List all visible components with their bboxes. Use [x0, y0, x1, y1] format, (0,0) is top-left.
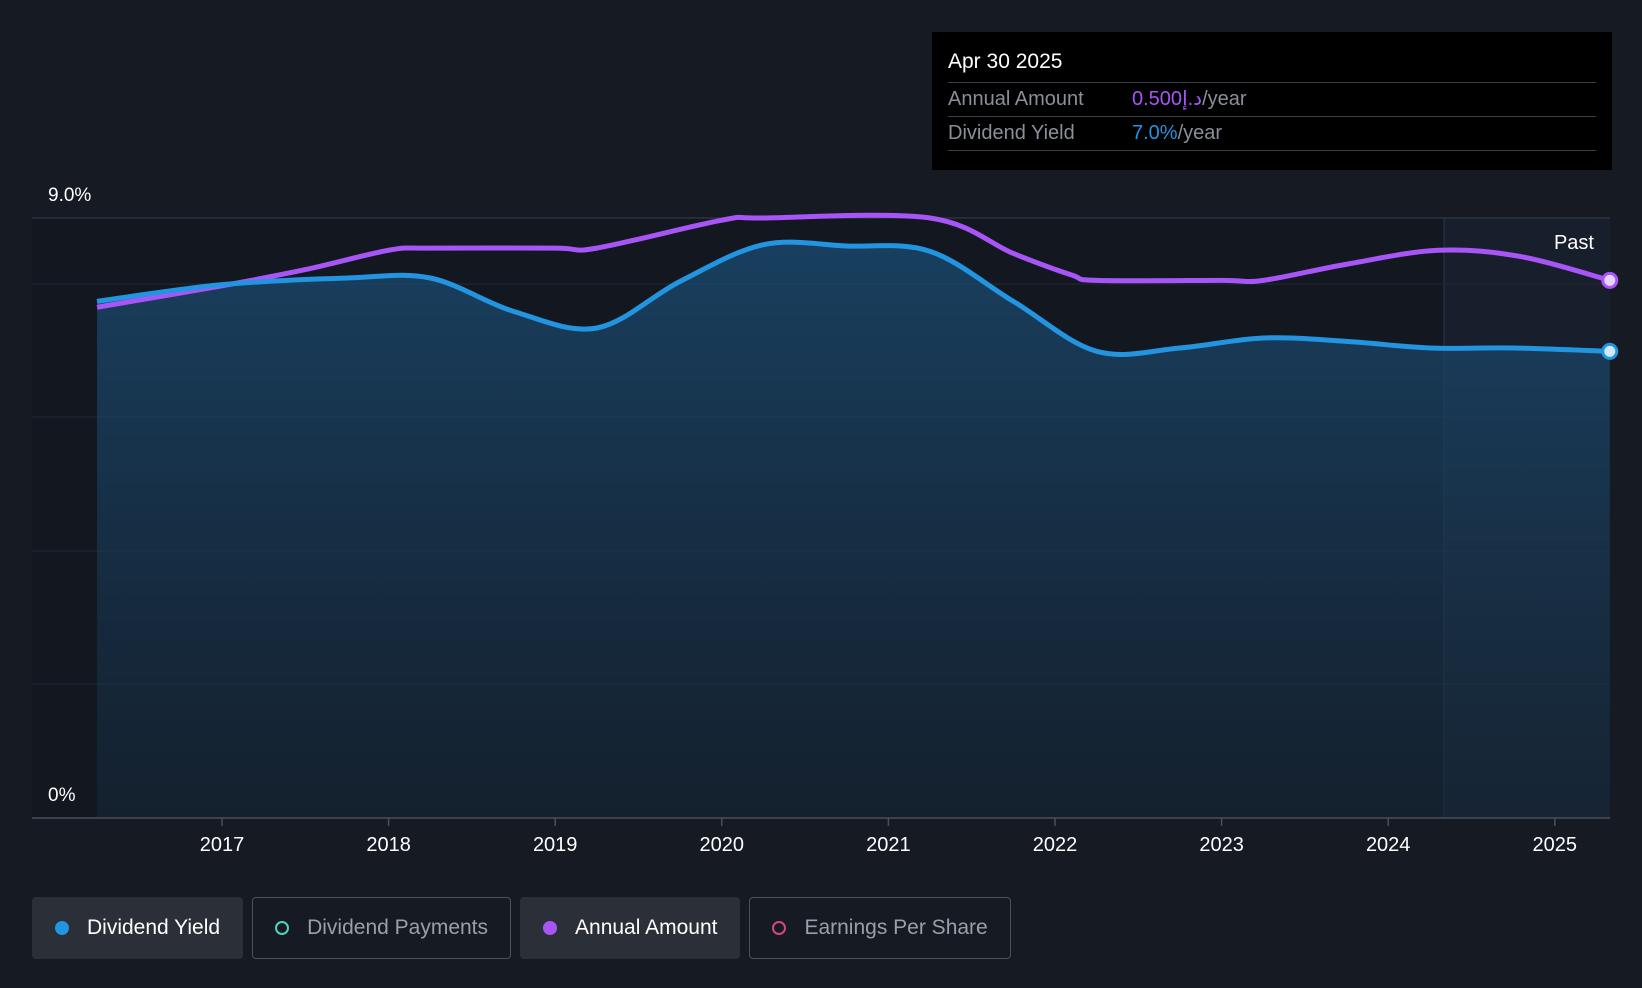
y-axis-bottom-label: 0%	[48, 785, 76, 806]
dividend-payments-ring-icon	[275, 921, 290, 935]
dividend-yield-line	[96, 239, 1610, 357]
legend-label: Dividend Payments	[307, 916, 489, 939]
x-tick-label: 2018	[366, 834, 411, 856]
tooltip-date: Apr 30 2025	[948, 46, 1596, 83]
past-label: Past	[1554, 232, 1594, 254]
x-tick-label: 2020	[700, 834, 745, 856]
tooltip-value: 7.0%	[1132, 122, 1178, 144]
legend-label: Annual Amount	[575, 916, 718, 939]
x-tick-label: 2023	[1199, 834, 1244, 856]
x-tick-label: 2025	[1533, 834, 1578, 856]
legend-earnings-per-share[interactable]: Earnings Per Share	[749, 897, 1011, 959]
x-tick-label: 2019	[533, 834, 578, 856]
legend: Dividend Yield Dividend Payments Annual …	[32, 897, 1011, 959]
legend-dividend-yield[interactable]: Dividend Yield	[32, 897, 244, 959]
earnings-per-share-ring-icon	[772, 921, 787, 935]
legend-label: Dividend Yield	[87, 916, 221, 939]
x-tick-label: 2017	[200, 834, 245, 856]
legend-annual-amount[interactable]: Annual Amount	[520, 897, 741, 959]
tooltip-label: Dividend Yield	[948, 122, 1075, 144]
annual-amount-dot-icon	[543, 921, 558, 935]
dividend-yield-end-point	[1601, 342, 1619, 360]
annual-amount-end-point	[1601, 271, 1619, 289]
legend-dividend-payments[interactable]: Dividend Payments	[252, 897, 512, 959]
tooltip-unit: /year	[1177, 122, 1223, 144]
legend-label: Earnings Per Share	[804, 916, 988, 939]
tooltip-unit: /year	[1202, 88, 1247, 110]
dividend-yield-area	[97, 242, 1610, 818]
tooltip-label: Annual Amount	[948, 88, 1084, 110]
x-tick-label: 2024	[1366, 834, 1411, 856]
tooltip-row-dividend-yield: Dividend Yield 7.0% /year	[948, 117, 1596, 151]
dividend-yield-dot-icon	[55, 921, 69, 935]
tooltip-value: 0.500د.إ	[1132, 88, 1203, 110]
tooltip: Apr 30 2025 Annual Amount 0.500د.إ /year…	[932, 32, 1612, 170]
x-tick-label: 2021	[866, 834, 911, 856]
y-axis-top-label: 9.0%	[48, 185, 91, 206]
tooltip-row-annual-amount: Annual Amount 0.500د.إ /year	[948, 83, 1596, 117]
x-tick-label: 2022	[1033, 834, 1078, 856]
x-axis-ticks: 2017 2018 2019 2020 2021 2022 2023 2024 2025	[200, 818, 1577, 856]
annual-amount-line	[96, 212, 1611, 310]
